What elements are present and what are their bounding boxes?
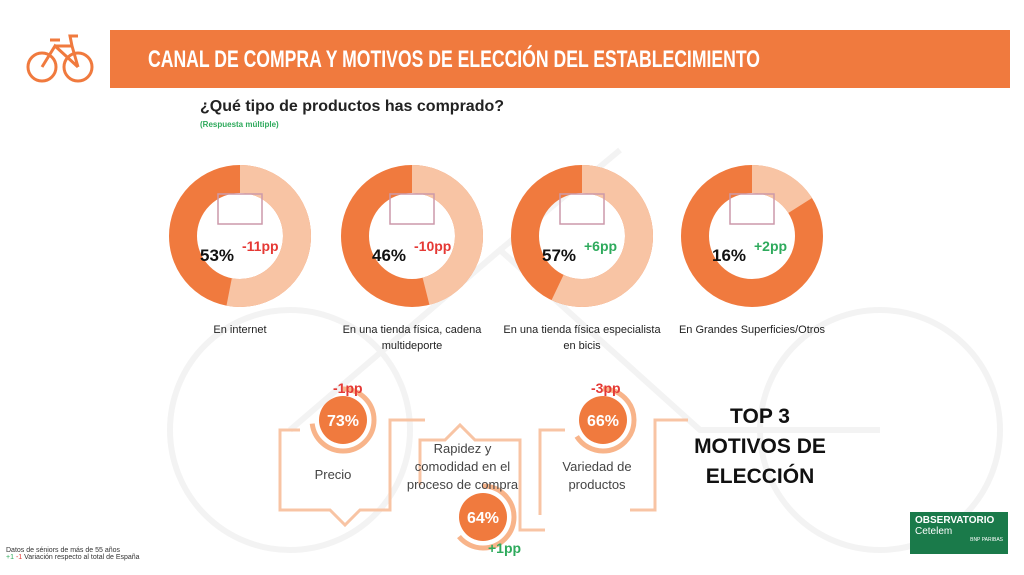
channel-label: En Grandes Superficies/Otros: [678, 324, 826, 336]
channel-icon: [389, 193, 435, 225]
value-label: 57%: [542, 246, 577, 265]
motive-label: Precio: [314, 467, 352, 482]
motive-circle: [579, 396, 627, 444]
motive-circle: [319, 396, 367, 444]
motive-change: +1pp: [488, 540, 522, 556]
value-label: 16%: [712, 246, 747, 265]
logo-brand: Cetelem: [915, 526, 953, 537]
value-label: 46%: [372, 246, 407, 265]
change-label: +2pp: [754, 238, 788, 254]
footnote-legend: +1 -1 Variación respecto al total de Esp…: [6, 554, 140, 561]
question-note: (Respuesta múltiple): [200, 120, 279, 129]
title-line: MOTIVOS DE: [694, 435, 826, 458]
motive-value: 73%: [327, 413, 359, 430]
motive-arc: [569, 386, 637, 454]
motive-label: Variedad de productos: [562, 459, 632, 492]
change-label: +6pp: [584, 238, 618, 254]
donut-value: [511, 165, 653, 307]
logo: OBSERVATORIO Cetelem BNP PARIBAS: [910, 512, 1008, 554]
donut-value: [169, 165, 311, 307]
motive-value: 64%: [467, 510, 499, 527]
motive-change: -1pp: [333, 380, 363, 396]
header-title: CANAL DE COMPRA Y MOTIVOS DE ELECCIÓN DE…: [148, 45, 760, 73]
donut-value: [681, 165, 823, 307]
logo-partner: BNP PARIBAS: [970, 537, 1003, 543]
motive-arc: [309, 386, 377, 454]
question: ¿Qué tipo de productos has comprado?: [200, 98, 505, 115]
logo-name: OBSERVATORIO: [915, 515, 995, 526]
footnote-text: Variación respecto al total de España: [24, 554, 140, 561]
motive-label: Rapidez y comodidad en el proceso de com…: [406, 441, 519, 492]
motive-circle: [459, 493, 507, 541]
motives-title: TOP 3 MOTIVOS DE ELECCIÓN: [690, 402, 830, 492]
legend-neg: -1: [15, 554, 23, 561]
motive-change: -3pp: [591, 380, 621, 396]
legend-pos: +1: [6, 554, 14, 561]
channel-label: En una tienda física, cadena multideport…: [342, 324, 482, 352]
channel-icon: [559, 193, 605, 225]
footnote: Datos de séniors de más de 55 años +1 -1…: [6, 547, 140, 561]
connectors: [278, 418, 688, 532]
motive-arc: [449, 483, 517, 551]
header-bar: [110, 30, 1010, 88]
channel-label: En internet: [213, 324, 267, 336]
bike-icon: [26, 34, 94, 83]
footnote-text: Datos de séniors de más de 55 años: [6, 547, 121, 554]
change-label: -11pp: [242, 238, 279, 254]
channel-icon: [729, 193, 775, 225]
channel-icon: [217, 193, 263, 225]
value-label: 53%: [200, 246, 235, 265]
channel-label: En una tienda física especialista en bic…: [503, 324, 661, 352]
motive-value: 66%: [587, 413, 619, 430]
change-label: -10pp: [414, 238, 452, 254]
title-line: ELECCIÓN: [705, 465, 815, 488]
donut-value: [341, 165, 483, 307]
title-line: TOP 3: [730, 405, 790, 428]
